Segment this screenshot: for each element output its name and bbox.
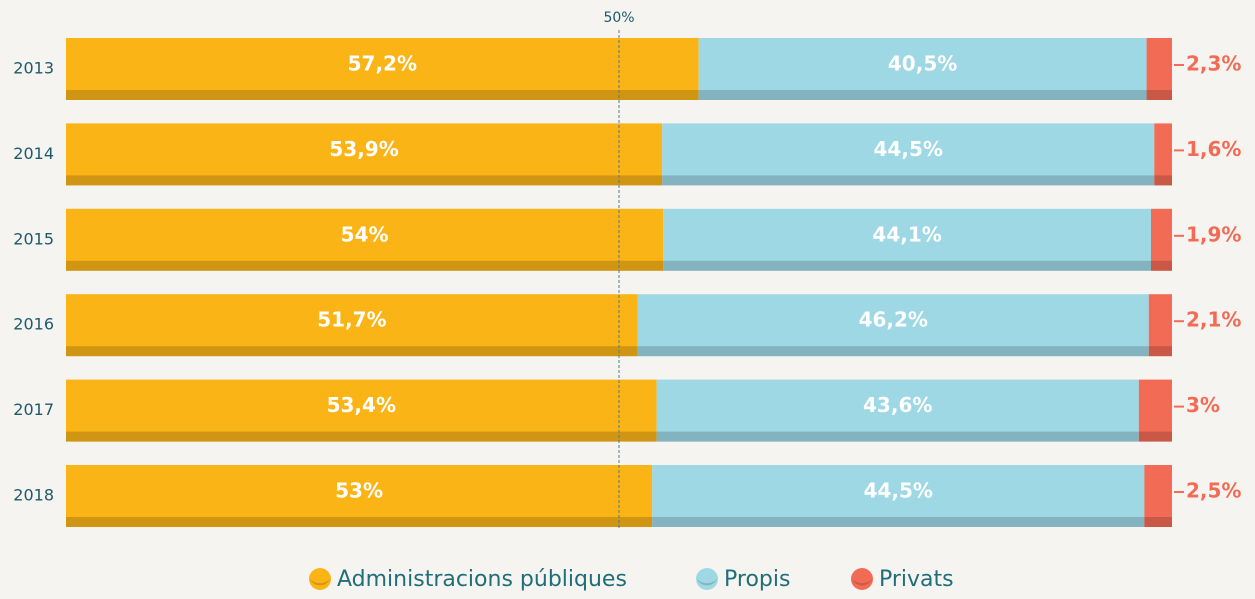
bar-segment <box>1138 379 1172 442</box>
legend-swatch-shade <box>310 579 330 586</box>
y-tick-label: 2017 <box>13 400 54 419</box>
value-label: 46,2% <box>859 308 928 332</box>
bar-segment <box>66 294 638 357</box>
value-label: 51,7% <box>317 308 386 332</box>
bar-segment <box>66 465 653 527</box>
bar-segment <box>652 465 1145 527</box>
value-label: 43,6% <box>863 393 932 417</box>
legend-swatch-shade <box>697 579 717 586</box>
bar-shadow <box>1144 517 1172 527</box>
bar-segment <box>66 379 657 442</box>
bar-segment <box>66 123 663 186</box>
bar-shadow <box>1154 175 1172 186</box>
legend-swatch <box>696 568 718 590</box>
y-tick-label: 2014 <box>13 144 54 163</box>
bar-shadow <box>66 260 664 271</box>
bar-segment <box>656 379 1139 442</box>
value-label: 53% <box>335 479 383 503</box>
legend-label: Administracions públiques <box>337 567 627 592</box>
bar-shadow <box>66 517 653 527</box>
value-label: 1,9% <box>1186 222 1241 246</box>
value-label: 54% <box>341 222 389 246</box>
bar-shadow <box>663 260 1151 271</box>
value-label: 53,9% <box>329 137 398 161</box>
bar-segment <box>1144 465 1172 527</box>
value-label: 3% <box>1186 393 1220 417</box>
bar-shadow <box>66 175 663 186</box>
legend-swatch <box>309 568 331 590</box>
bar-shadow <box>637 346 1149 357</box>
value-label: 53,4% <box>327 393 396 417</box>
value-label: 2,1% <box>1186 308 1241 332</box>
bar-shadow <box>698 90 1147 100</box>
value-label: 44,1% <box>872 222 941 246</box>
bar-shadow <box>662 175 1155 186</box>
bar-shadow <box>1146 90 1172 100</box>
bar-shadow <box>1138 431 1172 442</box>
bar-segment <box>66 208 664 271</box>
bar-segment <box>66 38 699 100</box>
y-tick-label: 2013 <box>13 59 54 78</box>
legend-label: Propis <box>724 567 790 592</box>
bar-segment <box>662 123 1155 186</box>
value-label: 2,3% <box>1186 52 1241 76</box>
value-label: 1,6% <box>1186 137 1241 161</box>
bar-segment <box>698 38 1147 100</box>
bar-shadow <box>1148 346 1172 357</box>
value-label: 44,5% <box>874 137 943 161</box>
bar-segment <box>637 294 1149 357</box>
bar-segment <box>1150 208 1172 271</box>
value-label: 44,5% <box>864 479 933 503</box>
bar-segment <box>1148 294 1172 357</box>
bar-segment <box>1146 38 1172 100</box>
legend-swatch-shade <box>852 579 872 586</box>
bar-shadow <box>66 90 699 100</box>
value-label: 40,5% <box>888 52 957 76</box>
value-label: 2,5% <box>1186 479 1241 503</box>
y-tick-label: 2015 <box>13 229 54 248</box>
bar-shadow <box>66 346 638 357</box>
y-tick-label: 2016 <box>13 315 54 334</box>
legend-swatch <box>851 568 873 590</box>
value-label: 57,2% <box>348 52 417 76</box>
x-tick-label: 50% <box>603 10 634 26</box>
legend-label: Privats <box>879 567 954 592</box>
bar-shadow <box>1150 260 1172 271</box>
bar-segment <box>663 208 1151 271</box>
bar-shadow <box>66 431 657 442</box>
bar-shadow <box>656 431 1139 442</box>
bar-segment <box>1154 123 1172 186</box>
y-tick-label: 2018 <box>13 486 54 505</box>
bar-shadow <box>652 517 1145 527</box>
